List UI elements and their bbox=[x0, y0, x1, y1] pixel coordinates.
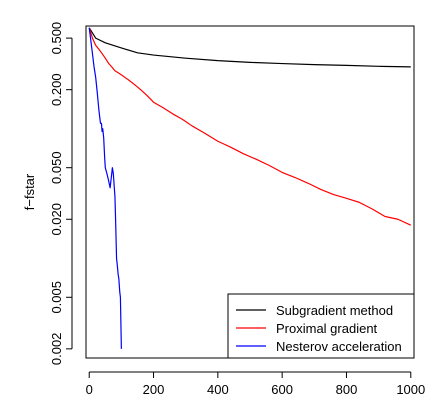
x-tick-label: 400 bbox=[207, 382, 229, 397]
legend-label: Subgradient method bbox=[276, 303, 393, 318]
series-line-subgradient-method bbox=[88, 27, 411, 68]
y-tick-label: 0.020 bbox=[49, 203, 64, 236]
series-line-nesterov-acceleration bbox=[88, 27, 122, 349]
series-lines bbox=[88, 27, 412, 349]
x-tick-label: 1000 bbox=[396, 382, 425, 397]
y-tick-label: 0.500 bbox=[49, 22, 64, 55]
x-axis: 0 200 400 600 800 1000 bbox=[86, 371, 425, 397]
series-line-proximal-gradient bbox=[88, 27, 412, 226]
legend-label: Proximal gradient bbox=[276, 321, 378, 336]
x-tick-label: 200 bbox=[143, 382, 165, 397]
x-tick-label: 600 bbox=[271, 382, 293, 397]
y-tick-label: 0.200 bbox=[49, 73, 64, 106]
y-axis: 0.002 0.005 0.020 0.050 0.200 0.500 bbox=[49, 22, 73, 366]
y-tick-label: 0.005 bbox=[49, 281, 64, 314]
x-tick-label: 0 bbox=[86, 382, 93, 397]
y-tick-label: 0.050 bbox=[49, 151, 64, 184]
legend-box bbox=[227, 293, 415, 359]
x-tick-label: 800 bbox=[336, 382, 358, 397]
legend: Subgradient method Proximal gradient Neste… bbox=[227, 293, 415, 359]
legend-label: Nesterov acceleration bbox=[276, 339, 402, 354]
y-tick-label: 0.002 bbox=[49, 333, 64, 366]
y-axis-title: f−fstar bbox=[22, 173, 37, 210]
